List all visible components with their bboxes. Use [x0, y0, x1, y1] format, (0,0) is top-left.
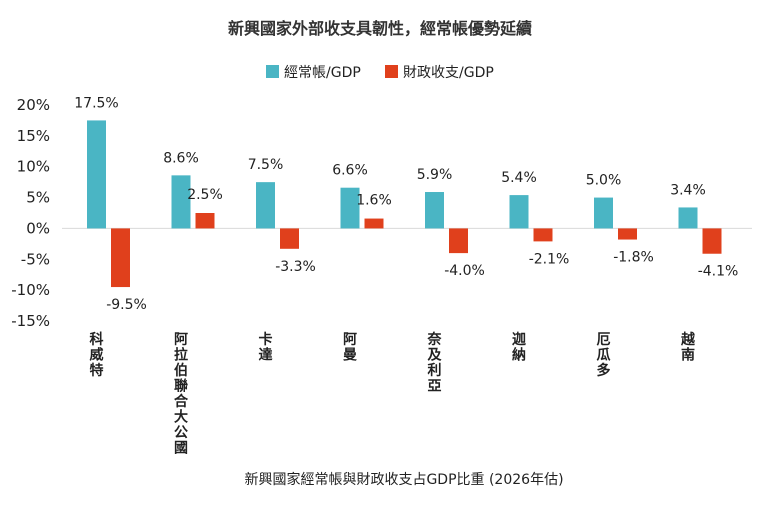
category-label: 聯 [174, 378, 188, 395]
category-label: 曼 [343, 348, 357, 364]
category-label: 迦 [512, 331, 526, 348]
bar-current-account [256, 182, 275, 229]
chart-title: 新興國家外部收支具韌性，經常帳優勢延續 [228, 19, 532, 38]
bar-fiscal-balance [618, 228, 637, 240]
y-tick-label: 5% [26, 189, 50, 207]
category-label: 利 [428, 362, 442, 379]
bar-fiscal-balance [449, 228, 468, 254]
bar-current-account [340, 187, 360, 229]
bar-fiscal-balance [195, 213, 215, 229]
bars [87, 120, 722, 288]
y-tick-label: 0% [26, 219, 50, 237]
bar-fiscal-balance [702, 228, 722, 254]
data-label: 5.4% [501, 170, 537, 186]
data-label: -1.8% [613, 250, 654, 266]
y-axis: 20% 15% 10% 5% 0% -5% -10% -15% [11, 96, 50, 330]
category-label: 卡 [259, 331, 273, 348]
bar-current-account [509, 195, 529, 229]
y-tick-label: 20% [17, 96, 50, 114]
category-label: 厄 [597, 332, 611, 348]
data-label: 3.4% [670, 182, 706, 198]
legend-swatch-current-account [266, 65, 279, 78]
bar-current-account [678, 207, 698, 229]
data-label: 6.6% [332, 163, 368, 179]
data-label: 2.5% [187, 187, 223, 203]
y-tick-label: -5% [21, 250, 50, 268]
category-label: 國 [174, 441, 188, 457]
category-label: 及 [428, 348, 443, 364]
y-tick-label: 10% [17, 158, 50, 176]
data-label: -4.1% [698, 264, 739, 280]
data-label: 1.6% [356, 193, 392, 209]
data-label: -4.0% [444, 263, 485, 279]
bar-current-account [171, 175, 191, 229]
category-label: 合 [174, 393, 189, 410]
category-label: 納 [512, 347, 526, 364]
category-label: 伯 [174, 362, 188, 379]
category-label: 南 [681, 347, 695, 364]
category-label: 瓜 [597, 348, 611, 364]
category-label: 威 [90, 347, 104, 364]
data-label: 17.5% [74, 95, 118, 111]
category-label: 達 [259, 347, 273, 364]
data-label: -2.1% [529, 251, 570, 267]
category-label: 亞 [428, 379, 442, 395]
y-tick-label: 15% [17, 127, 50, 145]
category-label: 拉 [174, 347, 188, 364]
y-tick-label: -15% [11, 312, 50, 330]
legend: 經常帳/GDP 財政收支/GDP [266, 65, 494, 81]
category-label: 多 [597, 362, 611, 379]
category-label: 奈 [427, 331, 443, 348]
data-label: -3.3% [275, 259, 316, 275]
chart-footer: 新興國家經常帳與財政收支占GDP比重 (2026年估) [244, 471, 563, 488]
bar-fiscal-balance [533, 228, 553, 242]
legend-swatch-fiscal-balance [385, 65, 398, 78]
category-label: 阿 [174, 332, 188, 348]
bar-current-account [425, 192, 444, 229]
bar-fiscal-balance [111, 228, 130, 288]
data-label: 5.9% [417, 167, 453, 183]
category-label: 越 [680, 331, 696, 348]
data-labels: 17.5% -9.5% 8.6% 2.5% 7.5% -3.3% 6.6% 1.6% 5.9% -… [74, 95, 738, 313]
data-label: 8.6% [163, 150, 199, 166]
category-label: 公 [174, 425, 188, 441]
legend-label-fiscal-balance: 財政收支/GDP [403, 65, 494, 81]
category-label: 科 [90, 331, 104, 348]
data-label: -9.5% [106, 297, 147, 313]
legend-label-current-account: 經常帳/GDP [284, 65, 361, 81]
data-label: 7.5% [248, 157, 284, 173]
bar-fiscal-balance [280, 228, 299, 249]
bar-current-account [594, 197, 613, 229]
y-tick-label: -10% [11, 281, 50, 299]
bar-fiscal-balance [364, 218, 384, 229]
category-label: 阿 [343, 332, 357, 348]
bar-current-account [87, 120, 106, 229]
category-label: 特 [90, 362, 104, 379]
data-label: 5.0% [586, 173, 622, 189]
category-label: 大 [174, 409, 188, 426]
